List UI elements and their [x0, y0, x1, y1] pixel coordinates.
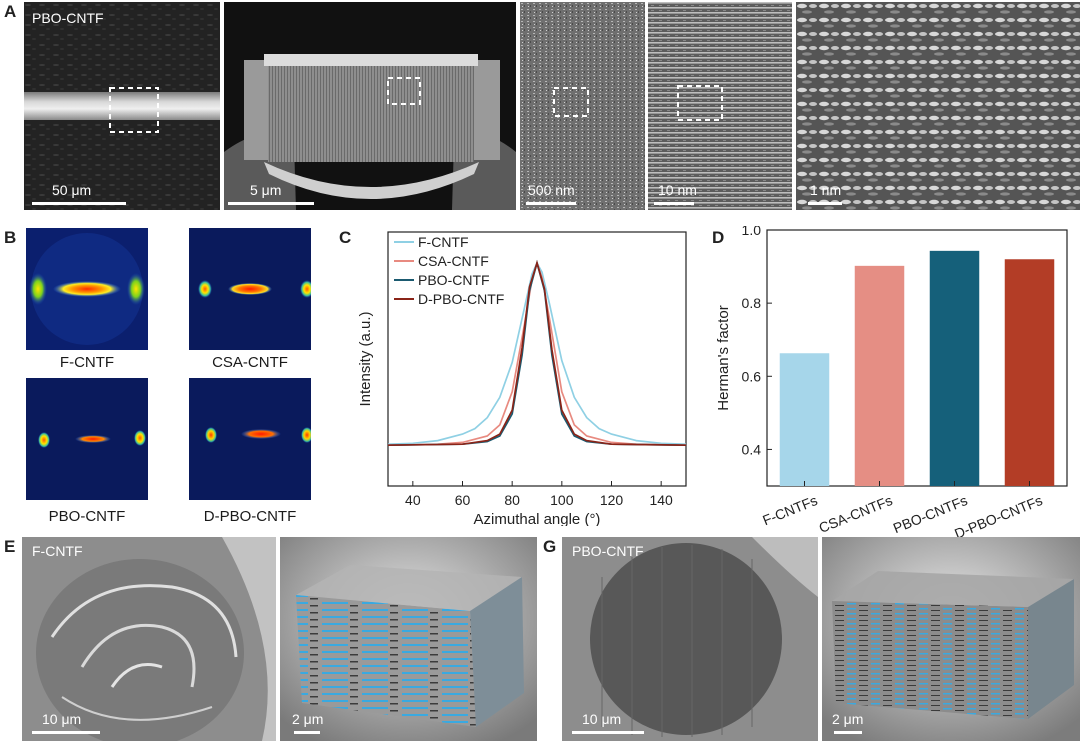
waxs-label: PBO-CNTF [48, 508, 126, 525]
scale-bar [32, 202, 126, 205]
tem-10nm-image: 10 nm [648, 2, 792, 210]
x-tick-label: 140 [649, 492, 673, 508]
y-tick-label: 0.6 [742, 368, 762, 384]
waxs-pattern-d-pbo-cntf [189, 378, 311, 500]
panel-letter-c: C [339, 228, 352, 247]
waxs-label: D-PBO-CNTF [203, 508, 297, 525]
scale-text: 5 μm [250, 182, 282, 198]
sample-label: F-CNTF [32, 543, 83, 559]
x-tick-label: 60 [455, 492, 471, 508]
y-tick-label: 0.8 [742, 295, 762, 311]
panel-letter-a: A [4, 2, 17, 21]
scale-bar [526, 202, 576, 205]
scale-bar [32, 731, 100, 734]
sem-fiber-image: PBO-CNTF 50 μm [24, 2, 220, 210]
3d-recon-pbo-cntf: 2 μm [822, 537, 1080, 741]
scale-text: 500 nm [528, 182, 575, 198]
bar-2 [929, 250, 980, 486]
panel-letter-e: E [4, 537, 16, 556]
fib-crosssection-image: 5 μm [224, 2, 516, 210]
azimuthal-intensity-chart: 40 60 80 100 120 140 F-CNTF CSA-CNTF PBO-CNTF D-… [357, 231, 687, 526]
waxs-label: CSA-CNTF [212, 354, 288, 371]
waxs-label: F-CNTF [59, 354, 115, 371]
tem-500nm-image: 500 nm [520, 2, 645, 210]
sem-f-cntf-crosssection: F-CNTF 10 μm [22, 537, 276, 741]
scale-text: 10 μm [42, 711, 82, 727]
x-tick-label: 40 [405, 492, 421, 508]
legend-label: PBO-CNTF [418, 272, 490, 288]
sample-label: PBO-CNTF [572, 543, 644, 559]
y-tick-label: 0.4 [742, 441, 762, 457]
legend-label: D-PBO-CNTF [418, 291, 504, 307]
scale-bar [808, 202, 842, 205]
x-tick-label: 100 [550, 492, 574, 508]
plot-frame [387, 231, 687, 487]
plot-frame [766, 229, 1068, 487]
category-label: F-CNTFs [760, 492, 819, 528]
waxs-pattern-csa-cntf [189, 228, 311, 350]
x-tick-label: 80 [504, 492, 520, 508]
scale-text: 2 μm [832, 711, 864, 727]
y-axis-label: Herman's factor [715, 305, 732, 410]
panel-letter-d: D [712, 228, 725, 247]
legend-label: CSA-CNTF [418, 253, 489, 269]
legend-label: F-CNTF [418, 234, 469, 250]
scale-text: 2 μm [292, 711, 324, 727]
sample-label: PBO-CNTF [32, 10, 104, 26]
category-label: CSA-CNTFs [817, 492, 895, 536]
scale-bar [572, 731, 644, 734]
scale-bar [294, 731, 320, 734]
bar-1 [854, 265, 905, 486]
scale-text: 10 nm [658, 182, 697, 198]
panel-letter-b: B [4, 228, 17, 247]
scale-bar [834, 731, 862, 734]
bar-3 [1004, 259, 1055, 486]
sem-pbo-cntf-crosssection: PBO-CNTF 10 μm [562, 537, 818, 741]
bar-0 [779, 353, 830, 486]
waxs-pattern-pbo-cntf [26, 378, 148, 500]
scale-text: 1 nm [810, 182, 842, 198]
x-axis-label: Azimuthal angle (°) [474, 511, 601, 526]
scale-text: 10 μm [582, 711, 622, 727]
scale-bar [654, 202, 694, 205]
scale-text: 50 μm [52, 182, 92, 198]
y-axis-label: Intensity (a.u.) [357, 311, 374, 406]
series-line-3 [387, 260, 687, 447]
x-tick-label: 120 [600, 492, 624, 508]
y-tick-label: 1.0 [742, 226, 762, 238]
waxs-pattern-f-cntf [26, 228, 148, 350]
scale-bar [228, 202, 314, 205]
hermans-factor-chart: 0.40.60.81.0 F-CNTFsCSA-CNTFsPBO-CNTFsD-… [715, 226, 1068, 538]
tem-1nm-image: 1 nm [796, 2, 1080, 210]
3d-recon-f-cntf: 2 μm [280, 537, 537, 741]
panel-letter-g: G [543, 537, 557, 556]
